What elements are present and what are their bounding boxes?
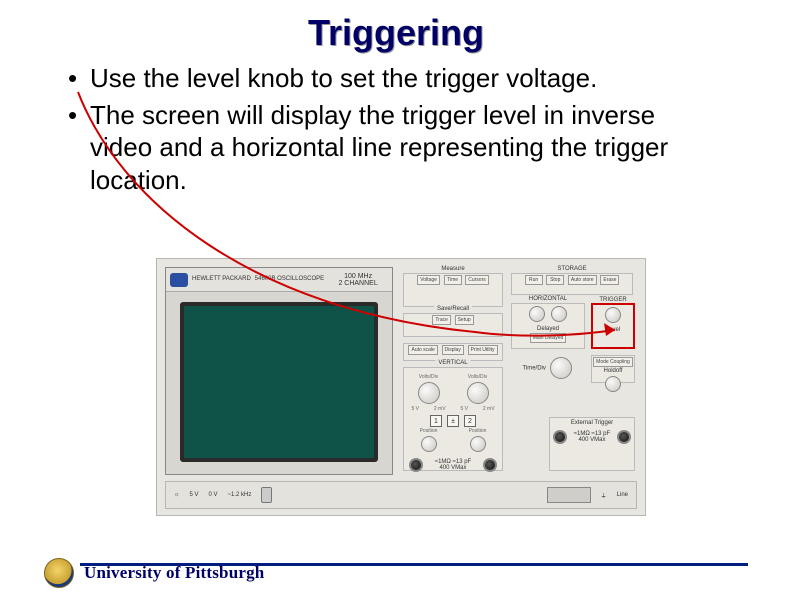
main-delayed-button[interactable]: Main Delayed <box>530 333 567 343</box>
channels-text: 2 CHANNEL <box>328 280 388 287</box>
vertical-label: VERTICAL <box>435 360 470 366</box>
measure-section: Measure Voltage Time Cursors <box>403 273 503 307</box>
position-label: Position <box>469 428 487 434</box>
ext-trigger-label: External Trigger <box>550 420 634 426</box>
range-2mv: 2 mV <box>434 406 446 412</box>
print-utility-button[interactable]: Print Utility <box>468 345 498 355</box>
timediv-row: Time/Div <box>511 355 585 369</box>
oscilloscope-panel: HEWLETT PACKARD 54600B OSCILLOSCOPE 100 … <box>156 258 646 516</box>
ext-trigger-section: External Trigger ≈1MΩ ≈13 pF 400 VMax <box>549 417 635 471</box>
oscilloscope-figure: HEWLETT PACKARD 54600B OSCILLOSCOPE 100 … <box>156 258 646 516</box>
volts-div-text: Volts/Div <box>419 374 438 380</box>
bullet-text: Use the level knob to set the trigger vo… <box>90 63 597 93</box>
floppy-slot-icon <box>547 487 591 503</box>
time-button[interactable]: Time <box>444 275 462 285</box>
channel-select-row: 1 ± 2 <box>404 414 502 428</box>
storage-section: STORAGE Run Stop Auto store Erase <box>511 273 633 295</box>
range-5v: 5 V <box>411 406 419 412</box>
horiz-knobs <box>512 304 584 326</box>
trigger-label: TRIGGER <box>596 297 629 303</box>
probe-spec: ≈1MΩ ≈13 pF 400 VMax <box>433 459 473 471</box>
setup-button[interactable]: Setup <box>455 315 474 325</box>
trigger-level-knob[interactable] <box>605 307 621 323</box>
timediv-label: Time/Div <box>522 366 545 372</box>
horizontal-section: HORIZONTAL Delayed Main Delayed <box>511 303 585 349</box>
z-input-bnc-icon[interactable] <box>617 430 631 444</box>
intensity-icon: ☼ <box>174 492 180 498</box>
voltage-button[interactable]: Voltage <box>417 275 440 285</box>
save-recall-section: Save/Recall Trace Setup <box>403 313 503 337</box>
footer-org: University of Pittsburgh <box>84 563 264 583</box>
cal-freq: ~1.2 kHz <box>228 492 252 498</box>
bnc-row: ≈1MΩ ≈13 pF 400 VMax <box>404 458 502 472</box>
misc-row: Auto scale Display Print Utility <box>403 343 503 361</box>
horiz-pos-knob[interactable] <box>529 306 545 322</box>
save-recall-label: Save/Recall <box>434 306 472 312</box>
volts-div-text: Volts/Div <box>468 374 487 380</box>
erase-button[interactable]: Erase <box>600 275 619 285</box>
line-label: Line <box>617 492 628 498</box>
vertical-section: VERTICAL Volts/Div Volts/Div 5 V 2 mV 5 … <box>403 367 503 471</box>
ext-trig-spec: ≈1MΩ ≈13 pF 400 VMax <box>572 431 612 443</box>
horizontal-label: HORIZONTAL <box>526 296 570 302</box>
timediv-knob[interactable] <box>550 357 572 379</box>
footer: University of Pittsburgh <box>44 556 744 590</box>
ch2-pos-knob[interactable] <box>470 436 486 452</box>
power-switch[interactable] <box>261 487 272 503</box>
crt-screen <box>180 302 378 462</box>
holdoff-knob[interactable] <box>605 376 621 392</box>
math-button[interactable]: ± <box>447 415 459 427</box>
ch2-volts-knob[interactable] <box>467 382 489 404</box>
brand-text: HEWLETT PACKARD <box>192 276 251 283</box>
stop-button[interactable]: Stop <box>546 275 564 285</box>
bandwidth-label: 100 MHz 2 CHANNEL <box>328 273 388 287</box>
brand-label: HEWLETT PACKARD <box>192 276 251 283</box>
holdoff-label: Holdoff <box>592 368 634 374</box>
storage-label: STORAGE <box>554 266 589 272</box>
bottom-strip: ☼ 5 V 0 V ~1.2 kHz ⏚ Line <box>165 481 637 509</box>
delayed-label: Delayed <box>512 326 584 332</box>
ch2-button[interactable]: 2 <box>464 415 476 427</box>
volts-range-row: 5 V 2 mV 5 V 2 mV <box>404 406 502 412</box>
bullet-list: Use the level knob to set the trigger vo… <box>0 62 792 196</box>
cursors-button[interactable]: Cursors <box>465 275 489 285</box>
bullet-text: The screen will display the trigger leve… <box>90 100 668 195</box>
ch1-button[interactable]: 1 <box>430 415 442 427</box>
bullet-item: The screen will display the trigger leve… <box>90 99 722 197</box>
ch1-bnc-icon[interactable] <box>409 458 423 472</box>
mode-holdoff-section: Mode Coupling Holdoff <box>591 355 635 383</box>
autoscale-button[interactable]: Auto scale <box>408 345 437 355</box>
bandwidth-text: 100 MHz <box>328 273 388 280</box>
run-button[interactable]: Run <box>525 275 543 285</box>
slide: Triggering Use the level knob to set the… <box>0 0 792 612</box>
slide-title: Triggering <box>0 12 792 54</box>
autostore-button[interactable]: Auto store <box>568 275 597 285</box>
range-2mv: 2 mV <box>483 406 495 412</box>
model-label: 54600B OSCILLOSCOPE <box>255 276 324 283</box>
ch2-bnc-icon[interactable] <box>483 458 497 472</box>
display-button[interactable]: Display <box>442 345 464 355</box>
bullet-item: Use the level knob to set the trigger vo… <box>90 62 722 95</box>
display-bezel: HEWLETT PACKARD 54600B OSCILLOSCOPE 100 … <box>165 267 393 475</box>
control-panel: Measure Voltage Time Cursors STORAGE Run… <box>401 267 637 475</box>
ground-icon: ⏚ <box>601 491 607 500</box>
ch1-pos-knob[interactable] <box>421 436 437 452</box>
bezel-header: HEWLETT PACKARD 54600B OSCILLOSCOPE 100 … <box>166 268 392 292</box>
level-label: Level <box>593 327 633 333</box>
measure-label: Measure <box>438 266 467 272</box>
hp-logo-icon <box>170 273 188 287</box>
trigger-section: TRIGGER Level <box>591 303 635 349</box>
university-seal-icon <box>44 558 74 588</box>
mode-button[interactable]: Mode Coupling <box>593 357 633 367</box>
trace-button[interactable]: Trace <box>432 315 451 325</box>
position-label: Position <box>420 428 438 434</box>
cal-5v: 5 V <box>190 492 199 498</box>
cal-0v: 0 V <box>209 492 218 498</box>
horiz-scale-knob[interactable] <box>551 306 567 322</box>
range-5v: 5 V <box>460 406 468 412</box>
ext-trig-bnc-icon[interactable] <box>553 430 567 444</box>
ch1-volts-knob[interactable] <box>418 382 440 404</box>
